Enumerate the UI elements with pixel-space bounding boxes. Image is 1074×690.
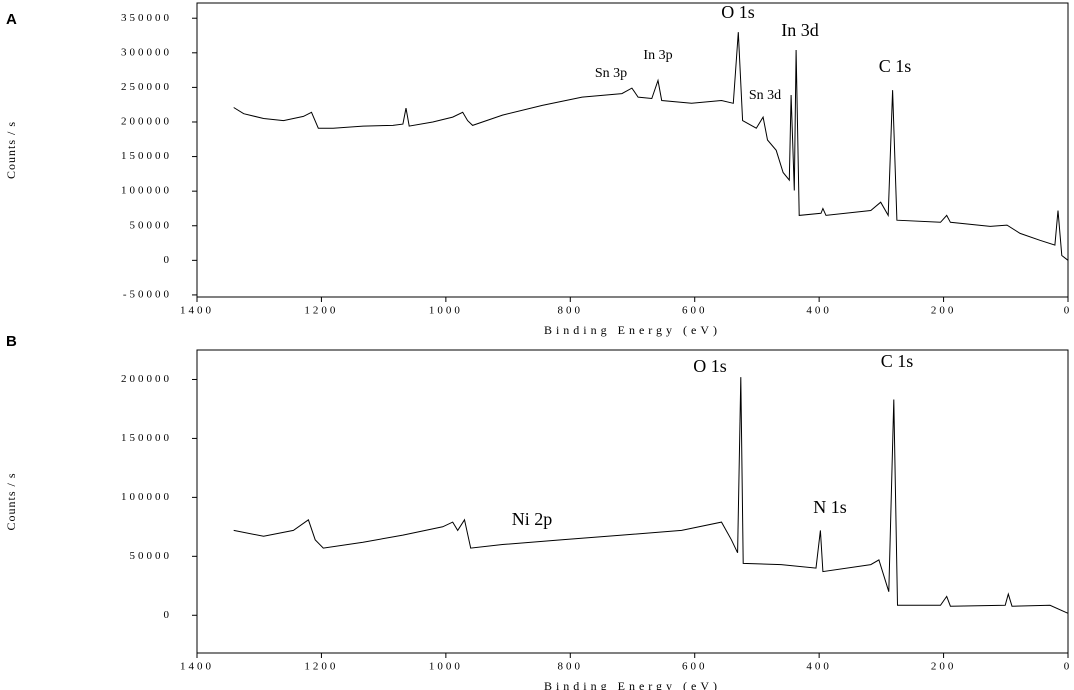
y-axis-label: Counts / s xyxy=(4,121,18,179)
y-tick-label: 50000 xyxy=(130,219,173,231)
peak-label: C 1s xyxy=(881,351,914,371)
plot-frame xyxy=(196,2,1069,298)
x-tick-label: 400 xyxy=(806,661,832,673)
peak-label: Sn 3p xyxy=(595,66,627,81)
x-axis-label: Binding Energy (eV) xyxy=(544,323,721,337)
y-axis-label: Counts / s xyxy=(4,472,18,530)
x-tick-label: 800 xyxy=(558,661,584,673)
peak-label: Ni 2p xyxy=(512,509,553,529)
x-axis-label: Binding Energy (eV) xyxy=(544,679,721,690)
plot-frame xyxy=(196,349,1069,654)
x-tick-label: 200 xyxy=(931,661,957,673)
y-tick-label: 0 xyxy=(164,609,173,621)
x-tick-label: 1400 xyxy=(180,305,214,317)
y-tick-label: 350000 xyxy=(121,12,172,24)
y-tick-label: 0 xyxy=(164,254,173,266)
y-tick-label: 100000 xyxy=(121,491,172,503)
x-tick-label: 1000 xyxy=(429,661,463,673)
x-tick-label: 1400 xyxy=(180,661,214,673)
peak-label: C 1s xyxy=(879,56,912,76)
peak-label: O 1s xyxy=(693,356,727,376)
x-tick-label: 400 xyxy=(806,305,832,317)
y-tick-label: 150000 xyxy=(121,150,172,162)
panel-label: A xyxy=(6,11,17,28)
peak-label: In 3d xyxy=(781,20,819,40)
x-tick-label: 1000 xyxy=(429,305,463,317)
x-tick-label: 1200 xyxy=(304,305,338,317)
x-tick-label: 200 xyxy=(931,305,957,317)
peak-label: N 1s xyxy=(813,497,847,517)
x-tick-label: 0 xyxy=(1064,661,1073,673)
y-tick-label: 300000 xyxy=(121,46,172,58)
spectrum-line xyxy=(233,32,1069,261)
y-tick-label: -50000 xyxy=(123,288,172,300)
spectrum-line xyxy=(233,377,1069,614)
peak-label: In 3p xyxy=(643,48,672,63)
y-tick-label: 150000 xyxy=(121,432,172,444)
y-tick-label: 250000 xyxy=(121,81,172,93)
x-tick-label: 600 xyxy=(682,661,708,673)
y-tick-label: 100000 xyxy=(121,185,172,197)
x-tick-label: 0 xyxy=(1064,305,1073,317)
panel-label: B xyxy=(6,333,17,350)
y-tick-label: 50000 xyxy=(130,550,173,562)
peak-label: Sn 3d xyxy=(749,88,781,103)
x-tick-label: 1200 xyxy=(304,661,338,673)
x-tick-label: 800 xyxy=(558,305,584,317)
y-tick-label: 200000 xyxy=(121,116,172,128)
x-tick-label: 600 xyxy=(682,305,708,317)
y-tick-label: 200000 xyxy=(121,373,172,385)
peak-label: O 1s xyxy=(721,2,755,22)
